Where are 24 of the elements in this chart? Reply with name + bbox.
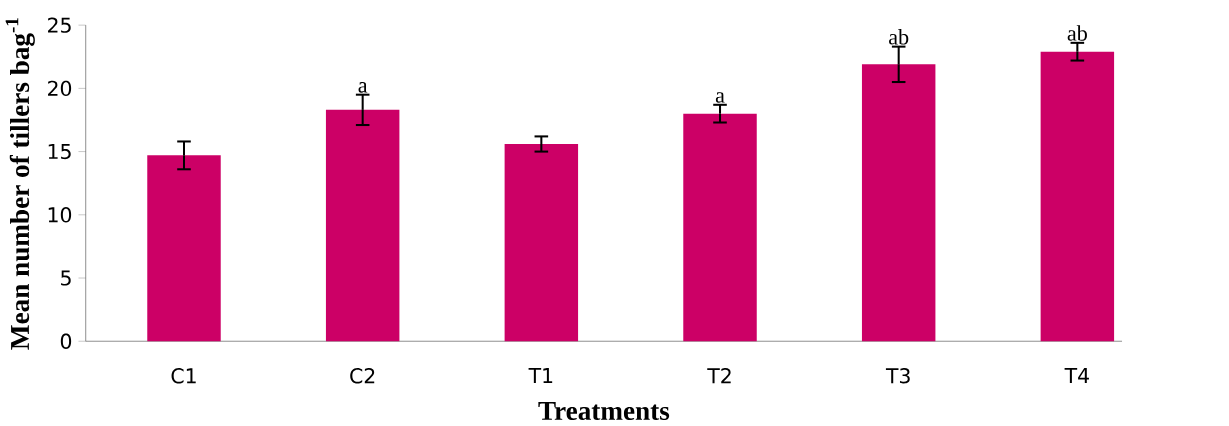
- annotation: ab: [889, 29, 909, 45]
- bar: [683, 113, 757, 342]
- y-tick-label: 20: [48, 80, 72, 97]
- y-axis-title: Mean number of tillers bag$^{-1}$: [5, 18, 35, 350]
- annotation: a: [358, 82, 368, 93]
- bar: [504, 144, 579, 342]
- x-tick-label: T3: [885, 368, 910, 384]
- x-tick-label: C2: [350, 368, 375, 384]
- y-tick-label: 10: [48, 207, 72, 223]
- y-tick-label: 15: [48, 144, 71, 160]
- annotation: a: [715, 92, 725, 103]
- y-tick-label: 0: [60, 333, 72, 350]
- x-tick-label: T4: [1064, 368, 1089, 384]
- bar: [147, 155, 221, 342]
- bar: [325, 110, 400, 342]
- x-tick-label: T1: [528, 368, 553, 384]
- x-tick-label: T2: [707, 368, 731, 384]
- x-axis-title: Treatments: [538, 402, 670, 421]
- y-tick-label: 5: [61, 270, 71, 286]
- bar: [861, 64, 936, 342]
- bar: [1040, 51, 1115, 342]
- y-tick-label: 25: [48, 17, 71, 34]
- x-tick-label: C1: [171, 368, 196, 384]
- annotation: ab: [1067, 25, 1087, 41]
